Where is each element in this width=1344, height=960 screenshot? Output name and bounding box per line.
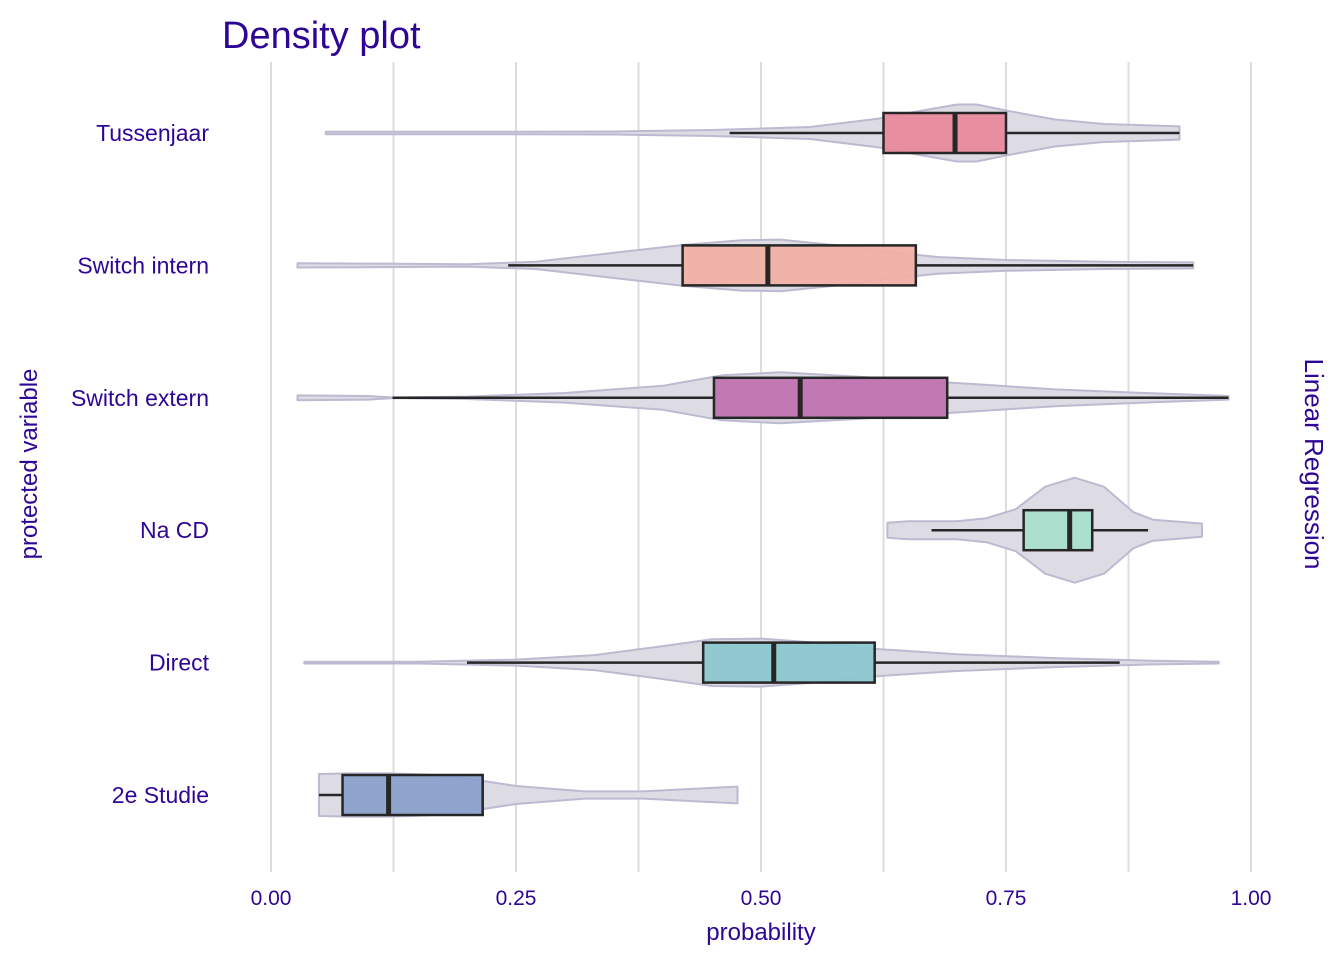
box-iqr [701, 641, 876, 684]
axis-layer: 0.00 0.25 0.50 0.75 1.00 Tussenjaar Switch int… [71, 120, 1272, 910]
x-tick-label: 0.00 [251, 887, 292, 910]
x-tick-label: 1.00 [1231, 887, 1272, 910]
box-iqr [681, 244, 918, 287]
x-axis-label: probability [706, 919, 815, 946]
violin-layer [296, 103, 1230, 818]
y-tick-label: Direct [149, 650, 210, 676]
x-tick-label: 0.50 [741, 887, 782, 910]
x-tick-label: 0.75 [986, 887, 1027, 910]
y-tick-label: Na CD [140, 517, 209, 543]
y-axis-label: protected variable [16, 369, 43, 560]
grid-layer [270, 62, 1252, 872]
facet-label: Linear Regression [1299, 358, 1329, 569]
box-iqr [341, 773, 484, 817]
box-iqr [712, 376, 949, 420]
box-iqr [882, 111, 1008, 155]
y-tick-label: Switch extern [71, 385, 209, 411]
box-layer [319, 111, 1229, 817]
box-iqr [1022, 508, 1094, 552]
y-tick-label: Switch intern [77, 252, 209, 278]
x-tick-label: 0.25 [496, 887, 537, 910]
y-tick-label: Tussenjaar [96, 120, 209, 146]
y-tick-label: 2e Studie [112, 782, 209, 808]
chart-title: Density plot [222, 15, 421, 57]
